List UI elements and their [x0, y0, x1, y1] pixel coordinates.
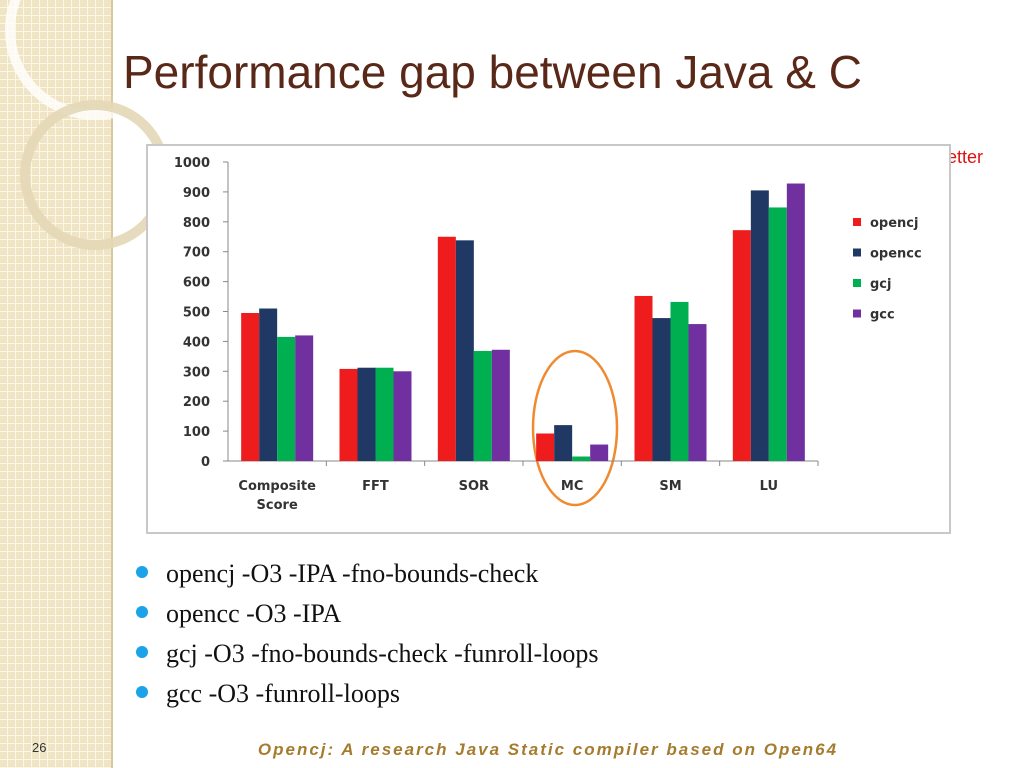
bar: [339, 368, 358, 461]
bullet-dot: [136, 566, 148, 578]
y-tick-label: 100: [183, 425, 210, 440]
y-tick-label: 300: [183, 365, 210, 380]
bar: [590, 444, 609, 461]
x-tick-label: SOR: [458, 479, 490, 494]
footer: Opencj: A research Java Static compiler …: [258, 740, 838, 759]
y-tick-label: 500: [183, 306, 210, 321]
legend-swatch: [853, 218, 861, 226]
bullet-dot: [136, 646, 148, 658]
bar: [455, 240, 474, 461]
y-tick-label: 1000: [174, 156, 210, 171]
bar: [536, 433, 555, 461]
decor-circle: [5, 0, 185, 120]
legend-label: opencc: [870, 247, 922, 262]
legend-swatch: [853, 248, 861, 257]
legend-label: gcj: [870, 277, 891, 292]
side-strip: [0, 0, 112, 768]
bullet-text: gcj -O3 -fno-bounds-check -funroll-loops: [166, 639, 599, 668]
legend-swatch: [853, 279, 861, 287]
slide-title: Performance gap between Java & C: [123, 46, 862, 98]
bullet-text: gcc -O3 -funroll-loops: [166, 679, 400, 708]
bar: [786, 183, 805, 461]
x-tick-label: LU: [759, 479, 779, 494]
bar: [259, 308, 278, 461]
bar: [473, 350, 492, 461]
bar: [768, 207, 787, 461]
y-tick-label: 0: [201, 455, 210, 470]
bullet-text: opencj -O3 -IPA -fno-bounds-check: [166, 559, 538, 588]
bar: [491, 349, 510, 461]
bar: [688, 324, 707, 461]
x-tick-label: FFT: [362, 479, 389, 494]
bar: [393, 371, 412, 461]
legend-label: opencj: [870, 216, 918, 231]
bar: [375, 367, 394, 461]
highlight-ellipse: [531, 349, 619, 507]
page-number: 26: [32, 740, 46, 755]
bar: [732, 230, 751, 461]
bullet-dot: [136, 686, 148, 698]
x-tick-label: SM: [659, 479, 682, 494]
y-tick-label: 900: [183, 186, 210, 201]
bar: [277, 336, 296, 461]
y-tick-label: 800: [183, 216, 210, 231]
legend-swatch: [853, 309, 861, 318]
bar: [670, 301, 689, 461]
bar: [750, 190, 769, 461]
bar: [241, 312, 260, 461]
bullet-dot: [136, 606, 148, 618]
bar: [572, 456, 591, 461]
bar: [357, 367, 376, 461]
bar: [295, 335, 314, 461]
legend-label: gcc: [870, 308, 895, 323]
y-tick-label: 600: [183, 276, 210, 291]
x-tick-label: MC: [560, 479, 584, 494]
x-tick-label: Composite Score: [238, 479, 316, 513]
y-tick-label: 200: [183, 395, 210, 410]
bullet-text: opencc -O3 -IPA: [166, 599, 341, 628]
y-tick-label: 700: [183, 246, 210, 261]
bar: [652, 318, 671, 461]
y-tick-label: 400: [183, 335, 210, 350]
bar: [634, 295, 653, 461]
bar: [437, 236, 456, 461]
bar: [554, 425, 573, 461]
